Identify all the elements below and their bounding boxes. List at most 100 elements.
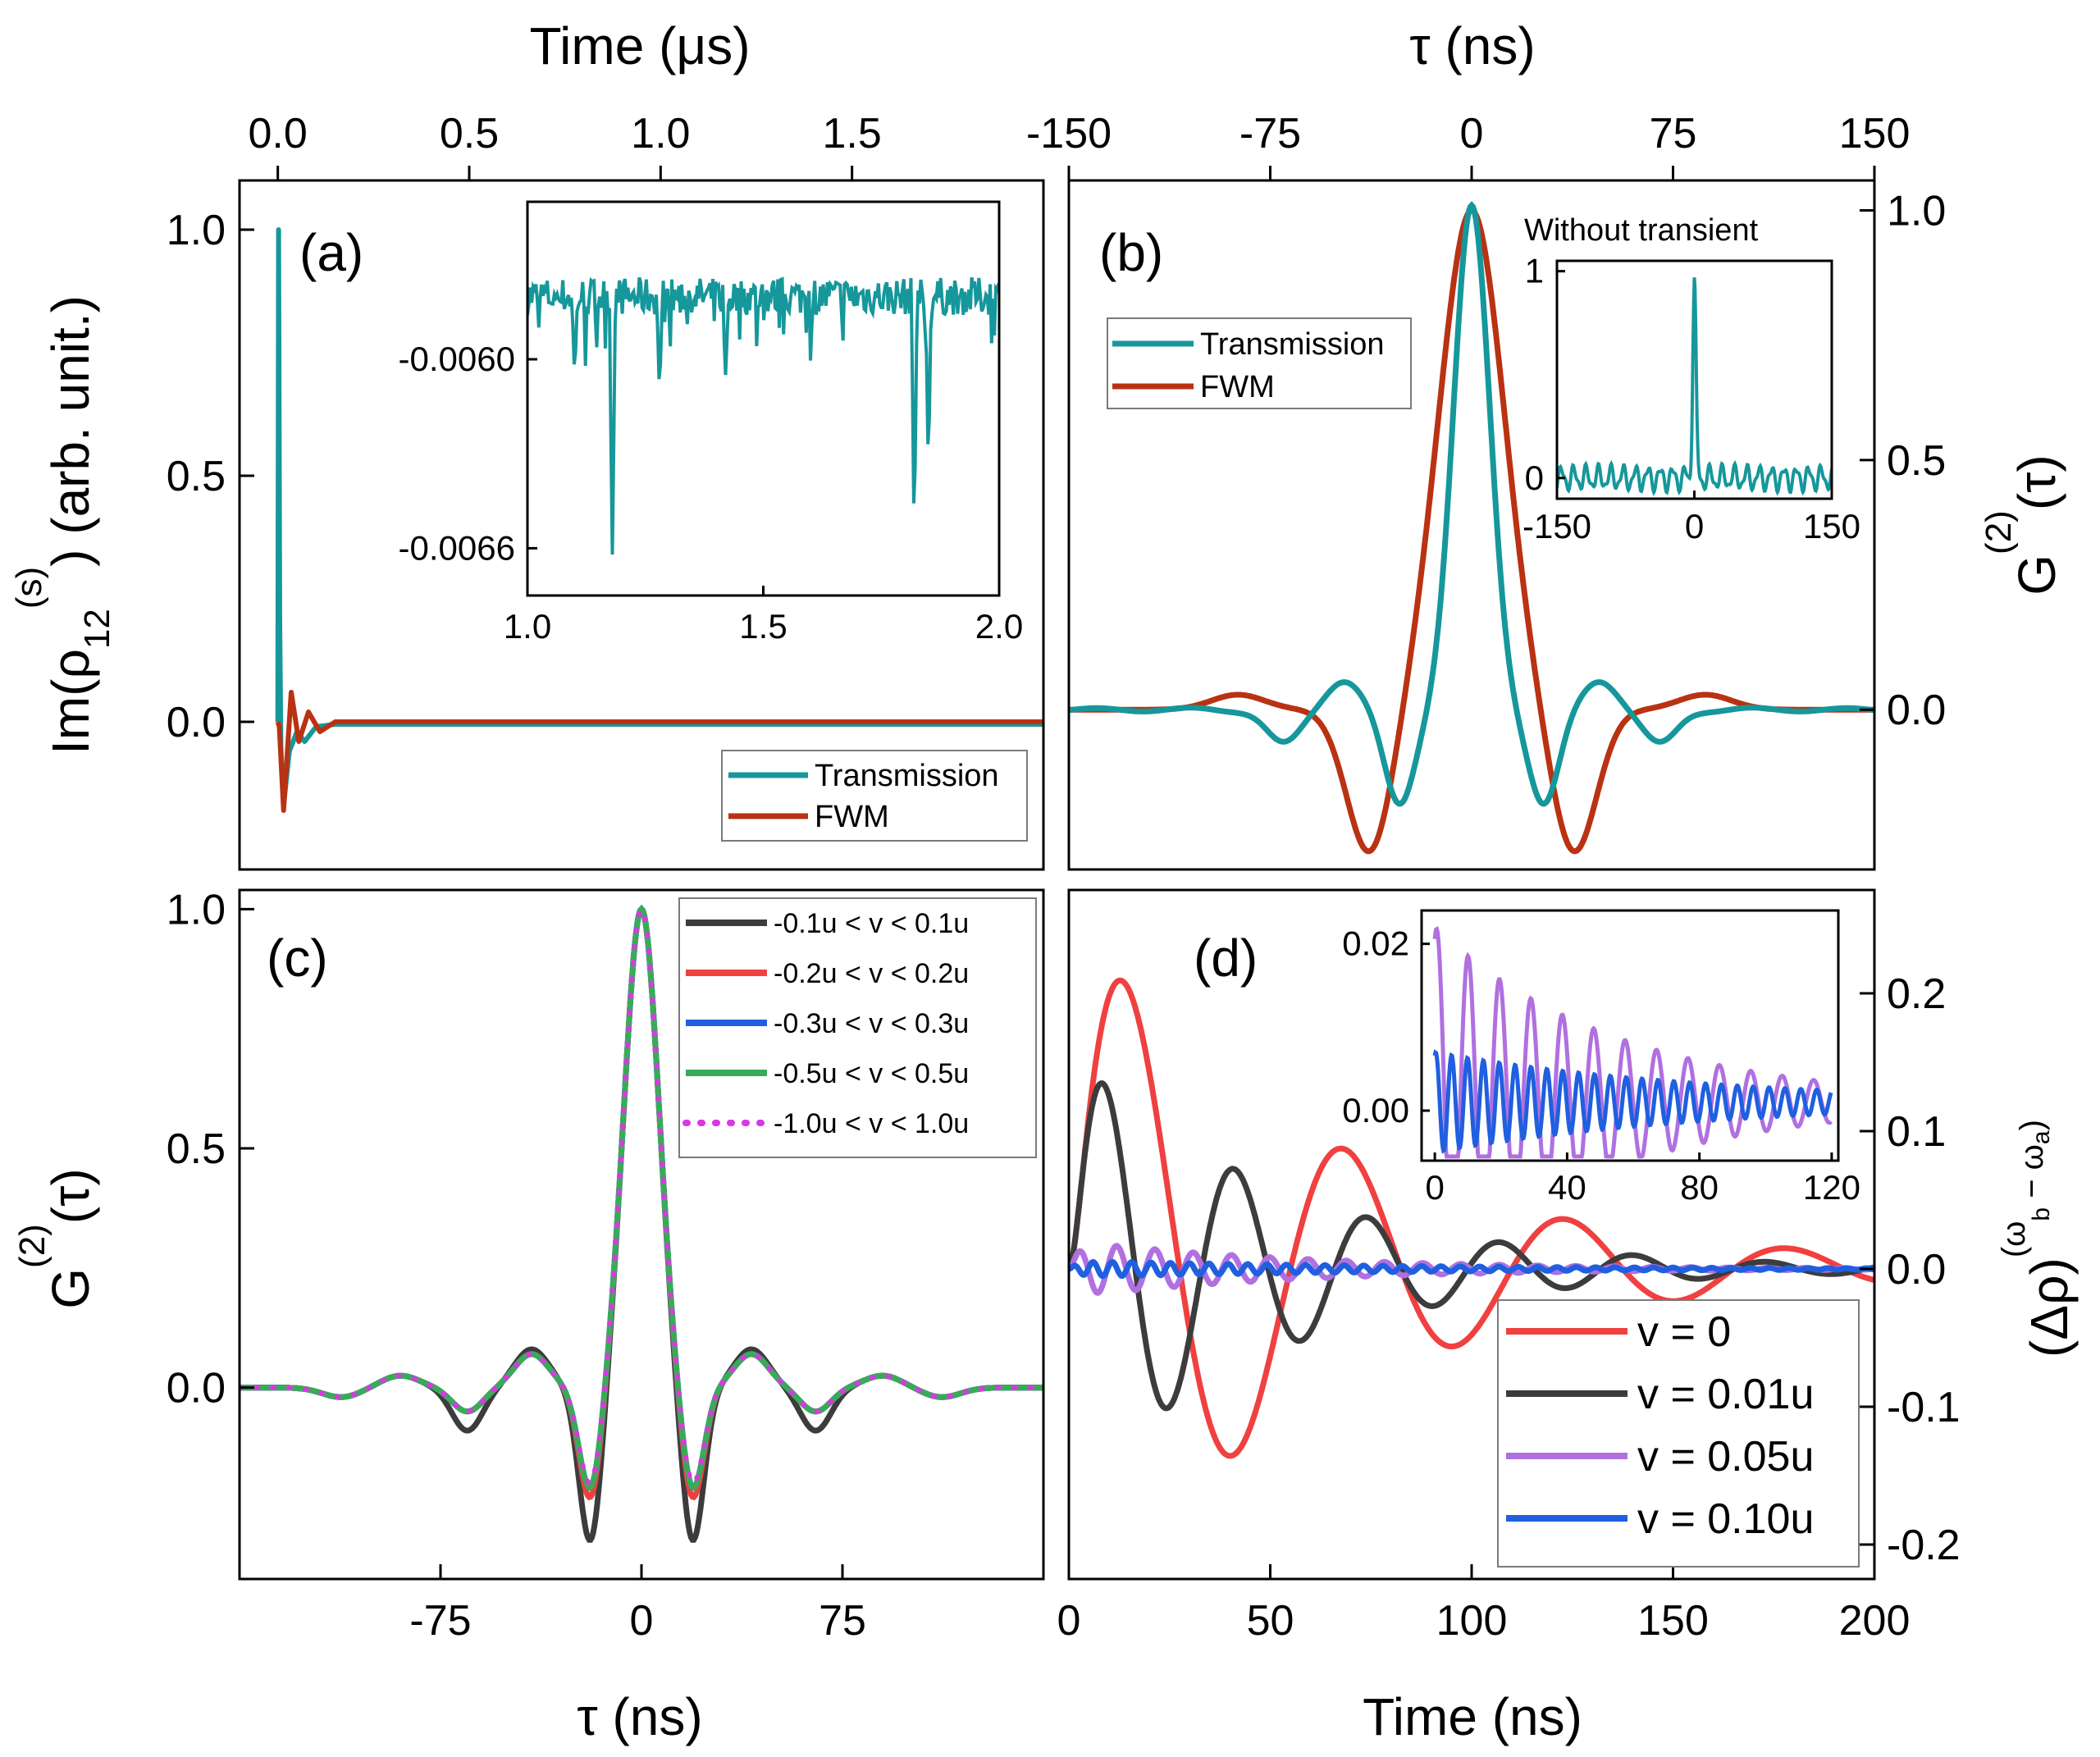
- panel-a: 0.0 0.5 1.0 1.5 0.0 0.5 1.0 (a) Im(ρ12(s)) (ar…: [9, 110, 1045, 871]
- top-left-axis-title: Time (μs): [529, 16, 750, 75]
- panel-a-inset-xtick-label: 1.0: [504, 607, 551, 646]
- panel-d-xtick-label: 150: [1637, 1597, 1709, 1645]
- panel-d-inset-xtick-label: 0: [1425, 1168, 1444, 1207]
- panel-b-inset-ticks: -150 0 150 0 1: [1522, 252, 1860, 545]
- panel-b-xtick-label: -75: [1239, 110, 1301, 157]
- panel-a-series-fwm: [275, 690, 1043, 813]
- panel-b-ytick-label: 0.5: [1887, 437, 1946, 485]
- panel-d-legend-entry-1: v = 0: [1637, 1308, 1731, 1356]
- panel-b-curves: [1069, 201, 1874, 855]
- panel-b-inset-xtick-label: 0: [1685, 507, 1704, 545]
- panel-b-series-transmission: [1069, 201, 1874, 807]
- panel-b-legend-transmission: Transmission: [1200, 327, 1385, 362]
- panel-c-legend: -0.1u < v < 0.1u -0.2u < v < 0.2u -0.3u < …: [678, 897, 1037, 1158]
- panel-a-inset-ytick-label: -0.0066: [399, 528, 515, 567]
- panel-a-inset-xtick-label: 1.5: [739, 607, 787, 646]
- panel-b-inset-transmission: [1557, 277, 1832, 496]
- panel-d-ytick-label: 0.0: [1887, 1246, 1946, 1294]
- panel-b-xtick-label: -150: [1026, 110, 1112, 157]
- panel-d-curves: [1069, 977, 1874, 1459]
- panel-d-inset-bg: [1422, 910, 1838, 1161]
- panel-b-legend: Transmission FWM: [1107, 317, 1412, 409]
- panel-c-legend-entry-1: -0.1u < v < 0.1u: [774, 908, 969, 939]
- panel-b-xtick-label: 0: [1460, 110, 1484, 157]
- panel-b-inset-xtick-label: -150: [1522, 507, 1591, 545]
- panel-c-legend-box: [678, 897, 1037, 1158]
- panel-a-ytick-label: 1.0: [167, 207, 226, 254]
- panel-b-inset-curve: [1557, 277, 1832, 496]
- panel-a-legend-transmission: Transmission: [815, 759, 999, 793]
- panel-b-inset-ytick-label: 0: [1525, 459, 1544, 497]
- panel-b-legend-fwm: FWM: [1200, 370, 1275, 404]
- panel-c-xtick-label: 0: [630, 1597, 654, 1645]
- panel-d-ytick-label: 0.2: [1887, 970, 1946, 1018]
- panel-a-xtick-label: 0.5: [440, 110, 499, 157]
- panel-d-legend: v = 0 v = 0.01u v = 0.05u v = 0.10u: [1497, 1299, 1860, 1568]
- panel-c-legend-entry-3: -0.3u < v < 0.3u: [774, 1008, 969, 1039]
- panel-a-inset-transmission: [527, 276, 999, 555]
- panel-a-label: (a): [299, 223, 363, 282]
- panel-a-legend-fwm: FWM: [815, 800, 889, 834]
- panel-b: -150 -75 0 75 150 0.0 0.5 1.0 (b) G(2)(τ) Trans…: [1026, 110, 2067, 871]
- panel-d-legend-entry-3: v = 0.05u: [1637, 1433, 1814, 1481]
- panel-c-label: (c): [267, 929, 328, 988]
- panel-d-inset-series-3: [1432, 926, 1833, 1159]
- panel-b-label: (b): [1099, 223, 1163, 282]
- panel-d-inset-frame: [1420, 909, 1840, 1162]
- top-right-axis-title: τ (ns): [1409, 16, 1535, 75]
- panel-c-xtick-label: 75: [819, 1597, 866, 1645]
- panel-b-xtick-label: 75: [1650, 110, 1697, 157]
- panel-b-inset-xtick-label: 150: [1803, 507, 1860, 545]
- panel-c-ytick-label: 0.0: [167, 1365, 226, 1412]
- panel-a-inset-ytick-label: -0.0060: [399, 340, 515, 378]
- panel-c-xtick-label: -75: [409, 1597, 471, 1645]
- panel-a-frame: [238, 179, 1045, 871]
- panel-d-inset: 0 40 80 120 0.02 0.00: [1342, 909, 1860, 1207]
- panel-d-ytick-label: -0.1: [1887, 1384, 1961, 1431]
- panel-a-inset-bg: [527, 202, 999, 596]
- panel-c-xlabel: τ (ns): [577, 1687, 702, 1746]
- panel-a-xtick-label: 1.0: [631, 110, 690, 157]
- panel-b-ticks: -150 -75 0 75 150 0.0 0.5 1.0: [1026, 110, 1946, 734]
- panel-c-series-4: [240, 905, 1043, 1491]
- panel-b-ytick-label: 0.0: [1887, 687, 1946, 734]
- panel-d-inset-ytick-label: 0.00: [1342, 1091, 1409, 1130]
- panel-d-label: (d): [1194, 929, 1258, 988]
- panel-d-legend-box: [1497, 1299, 1860, 1568]
- panel-d-inset-curve: [1432, 926, 1833, 1159]
- panel-d-ytick-label: -0.2: [1887, 1522, 1961, 1569]
- panel-c-legend-entry-5: -1.0u < v < 1.0u: [774, 1108, 969, 1139]
- panel-d-xtick-label: 100: [1436, 1597, 1508, 1645]
- panel-a-ticks: 0.0 0.5 1.0 1.5 0.0 0.5 1.0: [167, 110, 882, 746]
- panel-b-inset-title: Without transient: [1524, 213, 1759, 248]
- panel-d-inset-xtick-label: 80: [1680, 1168, 1719, 1207]
- panel-b-inset: Without transient -150 0 150 0 1: [1522, 213, 1860, 545]
- panel-d-inset-ticks: 0 40 80 120 0.02 0.00: [1342, 924, 1860, 1207]
- panel-b-ylabel: G(2)(τ): [1979, 454, 2067, 595]
- panel-d: 0 50 100 150 200 0.2 0.1 0.0 -0.1 -0.2 (d) (Δρ)(ω…: [1057, 888, 2079, 1746]
- panel-d-ytick-label: 0.1: [1887, 1108, 1946, 1156]
- panel-d-inset-series-4: [1432, 1049, 1833, 1154]
- panel-b-xtick-label: 150: [1839, 110, 1911, 157]
- panel-d-inset-xtick-label: 120: [1803, 1168, 1860, 1207]
- panel-a-ytick-label: 0.5: [167, 453, 226, 500]
- panel-a-inset-ticks: 1.0 1.5 2.0 -0.0060 -0.0066: [399, 340, 1024, 646]
- panel-c-ytick-label: 0.5: [167, 1125, 226, 1173]
- panel-a-xtick-label: 1.5: [823, 110, 882, 157]
- panel-a-inset-curve: [527, 276, 999, 555]
- panel-c-ylabel: G(2)(τ): [12, 1168, 101, 1308]
- panel-d-xtick-label: 0: [1057, 1597, 1081, 1645]
- panel-d-legend-entry-2: v = 0.01u: [1637, 1371, 1814, 1418]
- panel-c-ticks: -75 0 75 0.0 0.5 1.0: [167, 886, 866, 1645]
- panel-a-legend-box: [721, 750, 1028, 842]
- panel-a-curves: [275, 227, 1043, 813]
- panel-c-legend-entry-4: -0.5u < v < 0.5u: [774, 1058, 969, 1089]
- panel-c-curves: [240, 905, 1043, 1543]
- panel-d-xlabel: Time (ns): [1363, 1687, 1582, 1746]
- panel-a-inset: 1.0 1.5 2.0 -0.0060 -0.0066: [399, 200, 1024, 646]
- panel-d-inset-xtick-label: 40: [1548, 1168, 1586, 1207]
- panel-a-xtick-label: 0.0: [249, 110, 308, 157]
- panel-b-ytick-label: 1.0: [1887, 188, 1946, 235]
- panel-c-legend-entry-2: -0.2u < v < 0.2u: [774, 958, 969, 989]
